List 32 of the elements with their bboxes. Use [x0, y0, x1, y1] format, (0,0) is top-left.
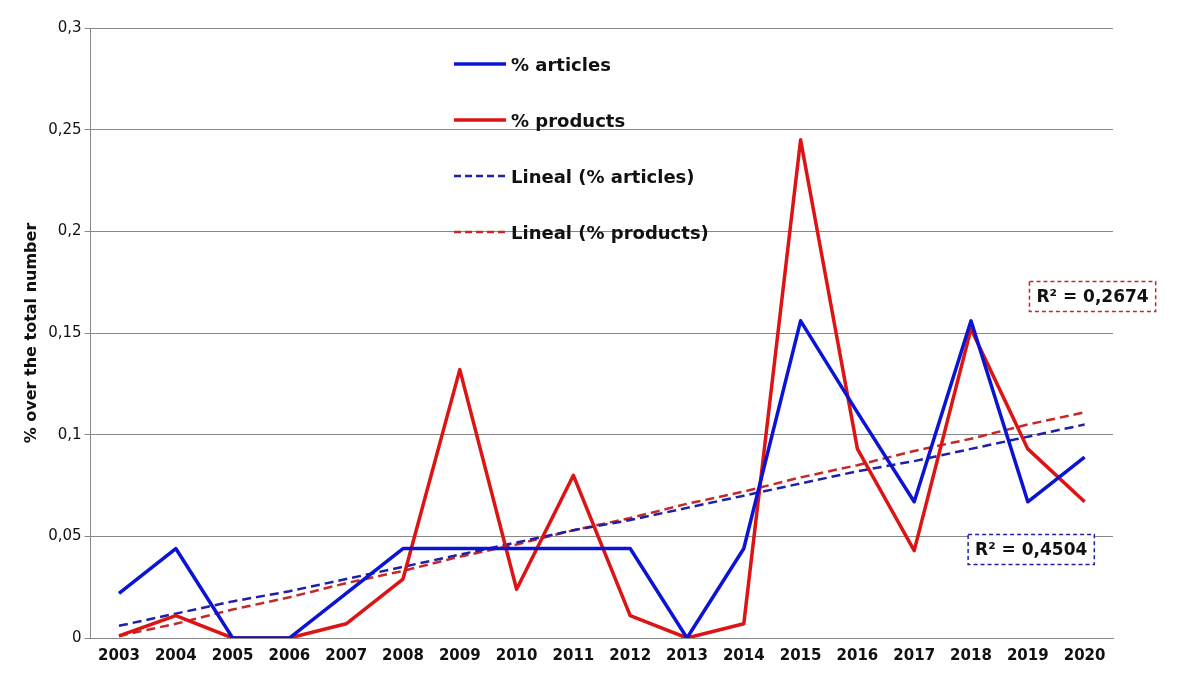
x-tick-label: 2018 [950, 645, 992, 664]
annotation: R² = 0,2674 [1036, 285, 1149, 306]
y-tick-label: 0 [72, 627, 82, 646]
x-tick-label: 2013 [666, 645, 708, 664]
x-tick-label: 2019 [1006, 645, 1049, 664]
x-tick-label: 2011 [552, 645, 595, 664]
x-tick-label: 2003 [98, 645, 140, 664]
y-tick-label: 0,05 [48, 526, 82, 545]
x-tick-label: 2006 [268, 645, 311, 664]
y-tick-label: 0,3 [57, 17, 82, 36]
y-tick-label: 0,1 [57, 424, 82, 443]
y-tick-label: 0,25 [48, 119, 82, 138]
x-tick-label: 2017 [893, 645, 936, 664]
legend-label: Lineal (% products) [511, 221, 709, 243]
y-tick-label: 0,2 [57, 221, 82, 240]
x-tick-label: 2014 [722, 645, 765, 664]
x-tick-label: 2020 [1063, 645, 1106, 664]
x-tick-label: 2004 [154, 645, 197, 664]
x-tick-label: 2010 [495, 645, 538, 664]
annotation: R² = 0,4504 [975, 538, 1088, 559]
x-tick-label: 2008 [382, 645, 424, 664]
legend-label: % articles [511, 53, 611, 75]
legend-label: % products [511, 109, 626, 131]
y-axis-title: % over the total number [20, 222, 40, 444]
x-tick-label: 2005 [211, 645, 254, 664]
x-tick-label: 2012 [609, 645, 652, 664]
x-tick-label: 2015 [779, 645, 822, 664]
y-tick-label: 0,15 [48, 322, 82, 341]
x-tick-label: 2009 [438, 645, 481, 664]
x-tick-label: 2007 [325, 645, 368, 664]
legend-label: Lineal (% articles) [511, 165, 695, 187]
x-tick-label: 2016 [836, 645, 879, 664]
